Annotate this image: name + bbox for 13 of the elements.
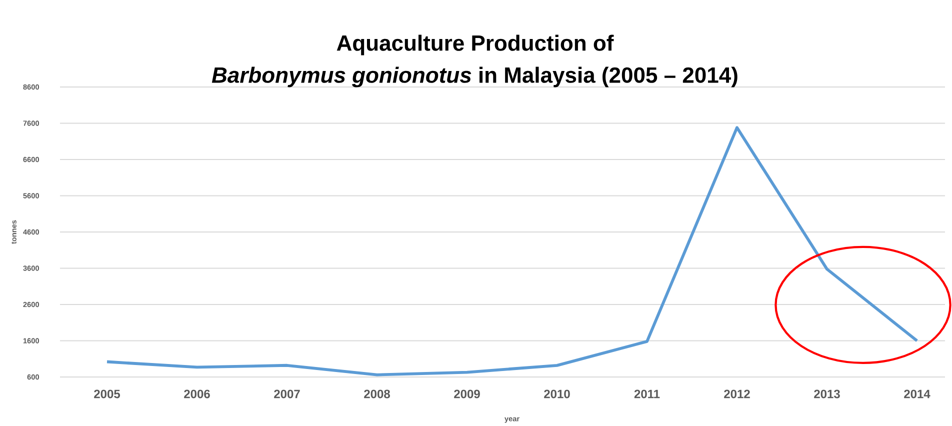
line-series [106,126,918,376]
chart-subtitle: Barbonymus gonionotus in Malaysia (2005 – 2014) [212,66,738,88]
x-tick-label: 2007 [274,390,300,398]
x-tick-label: 2008 [364,390,390,398]
x-tick-label: 2009 [454,390,480,398]
x-tick-label: 2010 [544,390,570,398]
x-tick-label: 2005 [94,390,120,398]
x-tick-label: 2012 [724,390,750,398]
x-tick-label: 2006 [184,390,210,398]
x-tick-label: 2014 [904,390,930,398]
x-tick-label: 2011 [634,390,660,398]
x-tick-label: 2013 [814,390,840,398]
chart-title: Aquaculture Production of [336,34,614,56]
